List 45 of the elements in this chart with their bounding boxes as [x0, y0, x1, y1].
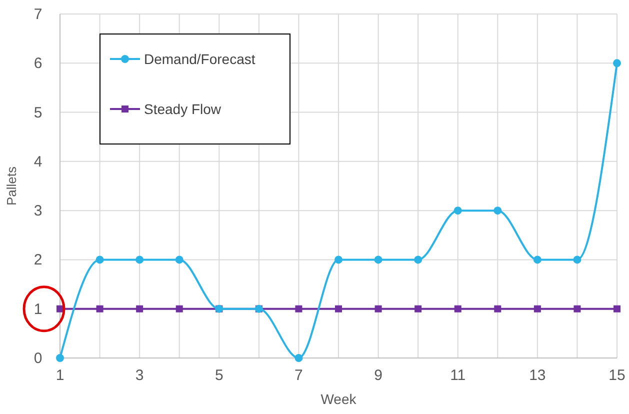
x-tick-label: 15: [608, 367, 626, 384]
point: [414, 305, 422, 312]
y-tick-label: 7: [34, 6, 42, 23]
point: [96, 305, 104, 312]
x-tick-label: 1: [56, 367, 64, 384]
point: [613, 59, 621, 68]
point: [295, 305, 302, 312]
y-tick-label: 5: [34, 104, 42, 122]
legend-label: Demand/Forecast: [144, 51, 256, 67]
y-tick-label: 0: [34, 350, 42, 367]
point: [454, 206, 462, 215]
y-tick-label: 2: [34, 252, 42, 269]
point: [533, 256, 542, 264]
x-tick-label: 5: [214, 367, 224, 384]
x-tick-label: 13: [529, 367, 546, 384]
x-tick-label: 9: [374, 367, 382, 384]
point: [494, 305, 502, 312]
point: [176, 305, 183, 312]
point: [335, 305, 342, 312]
point: [494, 206, 502, 215]
y-axis-title: Pallets: [4, 166, 19, 206]
y-tick-label: 3: [34, 202, 42, 220]
point: [136, 256, 144, 264]
point: [454, 305, 462, 312]
point: [573, 256, 582, 264]
legend-label: Steady Flow: [144, 101, 222, 117]
y-tick-label: 4: [34, 153, 42, 170]
point: [534, 305, 541, 312]
x-tick-label: 7: [294, 367, 303, 384]
point: [175, 256, 184, 264]
y-tick-label: 6: [34, 55, 42, 72]
point: [414, 256, 422, 264]
point: [56, 354, 64, 362]
x-tick-label: 11: [450, 367, 466, 384]
point: [374, 305, 382, 312]
point: [294, 354, 303, 362]
x-axis-title: Week: [320, 391, 358, 407]
point: [136, 305, 144, 312]
point: [334, 256, 342, 264]
x-tick-label: 3: [135, 367, 144, 384]
point: [574, 305, 581, 312]
y-tick-label: 1: [34, 300, 42, 318]
point: [374, 256, 382, 264]
point: [614, 305, 620, 312]
point: [96, 256, 104, 264]
